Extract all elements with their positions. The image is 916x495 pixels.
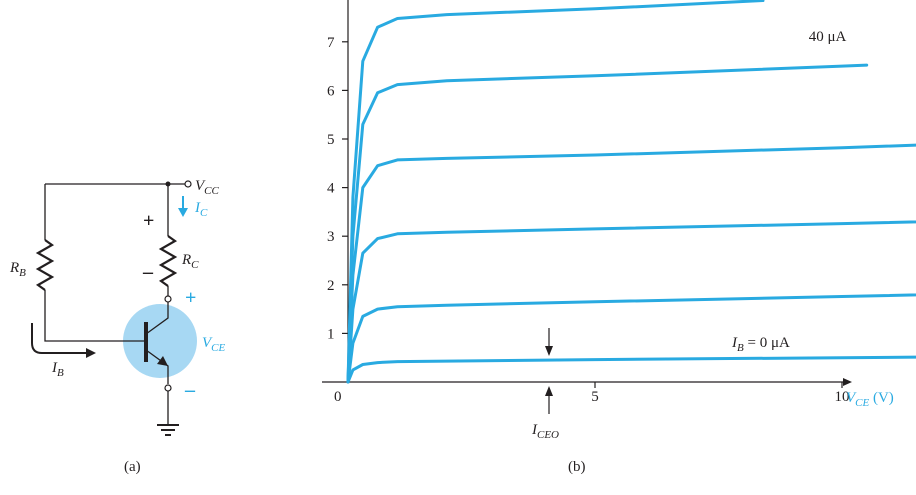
- y-tick-label: 6: [327, 83, 335, 99]
- transistor-circle: [123, 304, 197, 378]
- ic-label: IC: [194, 200, 208, 219]
- y-tick-label: 8: [327, 0, 335, 2]
- characteristics-chart: 1234567851015 10 μA20 μA30 μA40 μA 0 VCE…: [322, 0, 916, 475]
- y-tick-label: 1: [327, 326, 335, 342]
- ib0-label: IB = 0 μA: [731, 335, 790, 354]
- ib-curve: [346, 63, 869, 384]
- ib-curve: [346, 143, 916, 384]
- caption-b: (b): [568, 459, 586, 475]
- rb-resistor: [35, 239, 55, 291]
- x-axis-arrow: [843, 378, 852, 386]
- origin-label: 0: [334, 389, 342, 405]
- y-tick-label: 7: [327, 35, 335, 51]
- vcc-terminal: [184, 180, 192, 188]
- minus-sign-vce: –: [184, 379, 196, 401]
- iceo-down-arrow-icon: [545, 328, 553, 356]
- y-tick-label: 2: [327, 278, 335, 294]
- rc-label: RC: [181, 252, 199, 271]
- ib-curve: [346, 293, 916, 384]
- ib-curve: [346, 220, 916, 384]
- plus-sign-top: +: [143, 210, 154, 232]
- caption-a: (a): [124, 459, 141, 475]
- ground-icon: [157, 424, 179, 436]
- collector-lead: [145, 302, 169, 335]
- rc-resistor: [158, 235, 178, 287]
- collector-terminal: [164, 295, 172, 303]
- ic-arrow-icon: [178, 196, 188, 217]
- curve-label: 40 μA: [809, 29, 847, 45]
- vce-label: VCE: [202, 335, 226, 354]
- iceo-label: ICEO: [531, 422, 559, 441]
- x-axis-title: VCE (V): [846, 390, 894, 409]
- plus-sign-vce: +: [185, 287, 196, 309]
- y-tick-label: 5: [327, 132, 335, 148]
- y-tick-label: 4: [327, 181, 335, 197]
- x-tick-label: 10: [835, 389, 850, 405]
- rb-wire-bottom: [44, 290, 144, 342]
- ib-curve: [346, 0, 765, 384]
- ib-arrow-icon: [31, 323, 96, 358]
- x-tick-label: 5: [591, 389, 599, 405]
- vcc-label: VCC: [195, 178, 220, 197]
- ib-label: IB: [51, 360, 64, 379]
- emitter-arrow: [157, 356, 168, 366]
- minus-sign-top: –: [142, 261, 154, 283]
- circuit-diagram: VCC IC RC RB IB VCE + – + – (a): [9, 178, 226, 475]
- iceo-up-arrow-icon: [545, 386, 553, 414]
- y-tick-label: 3: [327, 229, 335, 245]
- ib-curve: [346, 355, 916, 384]
- emitter-terminal: [164, 384, 172, 392]
- rb-label: RB: [9, 260, 26, 279]
